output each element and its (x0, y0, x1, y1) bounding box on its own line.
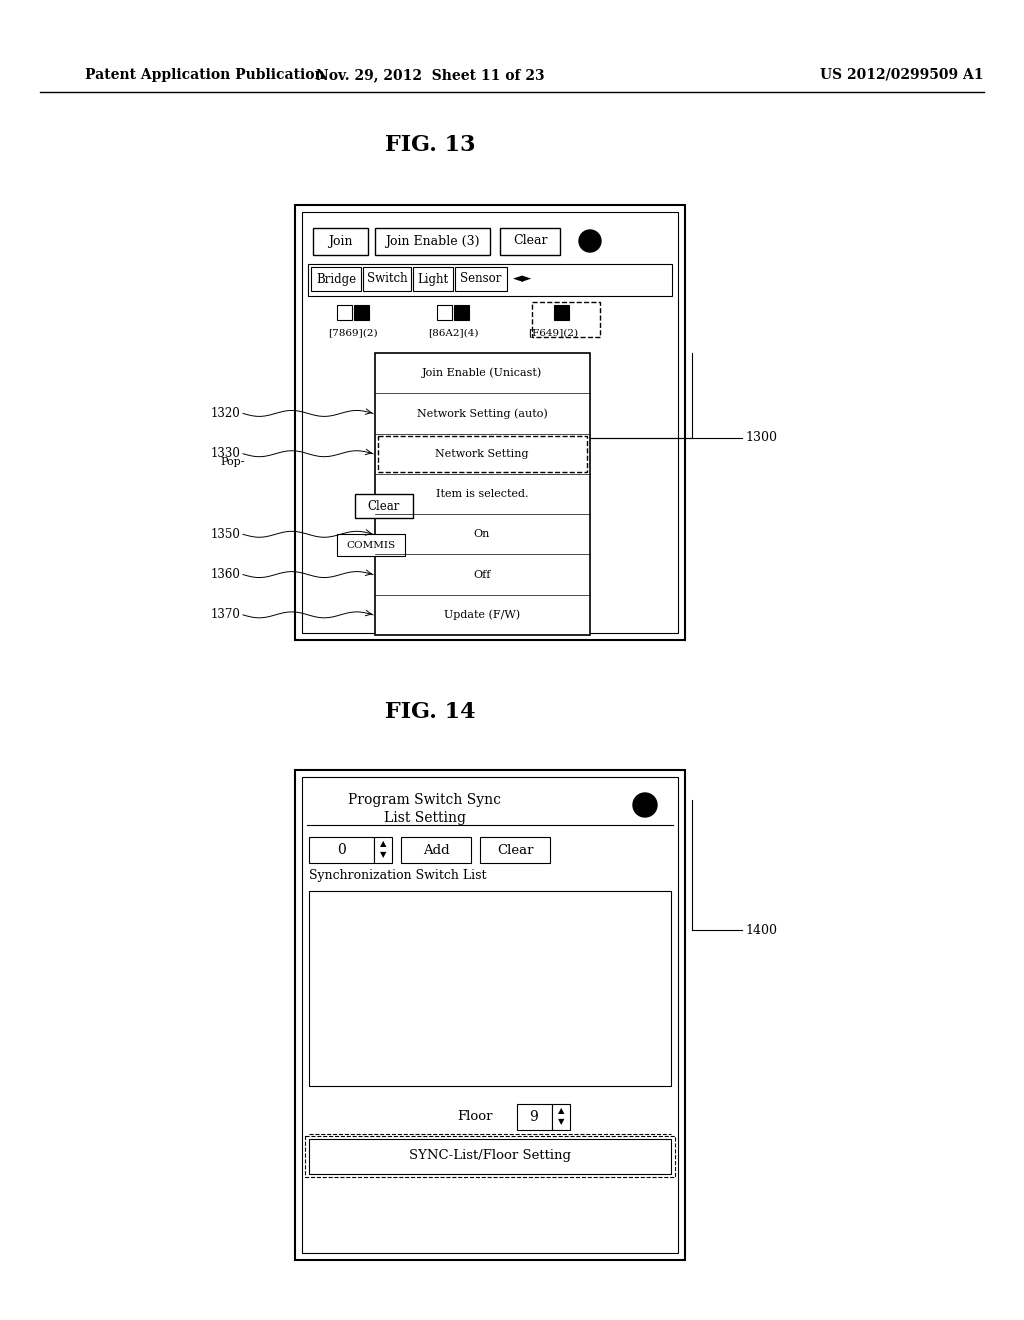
Bar (309, 837, 374, 863)
Text: Synchronization Switch List: Synchronization Switch List (309, 869, 486, 882)
Text: List Setting: List Setting (384, 810, 466, 825)
Text: ▼: ▼ (380, 851, 386, 859)
Bar (480, 837, 550, 863)
Text: [86A2](4): [86A2](4) (428, 329, 478, 338)
Text: Program Switch Sync: Program Switch Sync (348, 793, 502, 807)
Text: 0: 0 (337, 843, 345, 857)
Text: Patent Application Publication: Patent Application Publication (85, 69, 325, 82)
Bar (313, 228, 368, 255)
Text: Add: Add (423, 843, 450, 857)
Text: 1320: 1320 (210, 407, 240, 420)
Bar (355, 494, 413, 517)
Text: Clear: Clear (497, 843, 534, 857)
Text: Network Setting: Network Setting (435, 449, 528, 459)
Text: Update (F/W): Update (F/W) (444, 610, 520, 620)
Text: Join Enable (Unicast): Join Enable (Unicast) (422, 368, 542, 379)
Text: US 2012/0299509 A1: US 2012/0299509 A1 (820, 69, 983, 82)
Text: 1350: 1350 (210, 528, 240, 541)
Bar (500, 228, 560, 255)
Text: 1400: 1400 (745, 924, 777, 936)
Bar (437, 305, 452, 319)
Bar (362, 267, 411, 290)
Bar (337, 305, 352, 319)
Bar (295, 205, 685, 640)
Bar (308, 264, 672, 296)
Text: Sensor: Sensor (461, 272, 502, 285)
Text: Join: Join (328, 235, 352, 248)
Bar (337, 535, 406, 556)
Text: Switch: Switch (367, 272, 408, 285)
Text: FIG. 13: FIG. 13 (385, 135, 475, 156)
Bar (302, 777, 678, 1253)
Text: FIG. 14: FIG. 14 (385, 701, 475, 723)
Text: 1330: 1330 (210, 447, 240, 461)
Bar (354, 305, 369, 319)
Text: ▲: ▲ (380, 840, 386, 847)
Text: Nov. 29, 2012  Sheet 11 of 23: Nov. 29, 2012 Sheet 11 of 23 (315, 69, 545, 82)
Text: Clear: Clear (368, 499, 400, 512)
Bar (532, 302, 600, 337)
Text: Item is selected.: Item is selected. (436, 488, 528, 499)
Text: Join Enable (3): Join Enable (3) (385, 235, 479, 248)
Bar (309, 1139, 671, 1173)
Bar (537, 305, 552, 319)
Bar (375, 228, 490, 255)
Text: 1370: 1370 (210, 609, 240, 622)
Text: ▲: ▲ (558, 1107, 564, 1115)
Bar (311, 267, 361, 290)
Bar (455, 267, 507, 290)
Bar (517, 1104, 552, 1130)
Bar (374, 837, 392, 863)
Bar (305, 1137, 675, 1177)
Text: Pop-: Pop- (220, 457, 245, 467)
Bar (413, 267, 453, 290)
Text: Network Setting (auto): Network Setting (auto) (417, 408, 548, 418)
Bar (378, 436, 587, 471)
Bar (552, 1104, 570, 1130)
Text: 9: 9 (529, 1110, 539, 1125)
Circle shape (633, 793, 657, 817)
Text: On: On (474, 529, 490, 540)
Bar (375, 352, 590, 635)
Bar (401, 837, 471, 863)
Bar (295, 770, 685, 1261)
Bar (309, 891, 671, 1086)
Bar (302, 213, 678, 634)
Text: ◄►: ◄► (513, 272, 532, 285)
Text: [F649](2): [F649](2) (528, 329, 579, 338)
Text: Light: Light (418, 272, 449, 285)
Bar (454, 305, 469, 319)
Text: Bridge: Bridge (316, 272, 356, 285)
Text: Floor: Floor (458, 1110, 493, 1123)
Text: SYNC-List/Floor Setting: SYNC-List/Floor Setting (409, 1150, 571, 1163)
Bar (554, 305, 569, 319)
Text: 1360: 1360 (210, 568, 240, 581)
Text: Clear: Clear (513, 235, 547, 248)
Circle shape (579, 230, 601, 252)
Text: Off: Off (473, 569, 490, 579)
Text: COMMIS: COMMIS (346, 541, 395, 550)
Text: ▼: ▼ (558, 1118, 564, 1126)
Text: [7869](2): [7869](2) (328, 329, 378, 338)
Text: 1300: 1300 (745, 432, 777, 444)
